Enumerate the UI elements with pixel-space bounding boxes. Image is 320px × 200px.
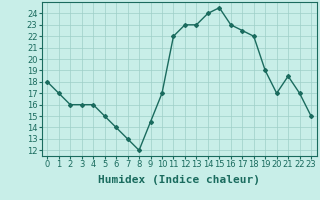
X-axis label: Humidex (Indice chaleur): Humidex (Indice chaleur) [98, 175, 260, 185]
